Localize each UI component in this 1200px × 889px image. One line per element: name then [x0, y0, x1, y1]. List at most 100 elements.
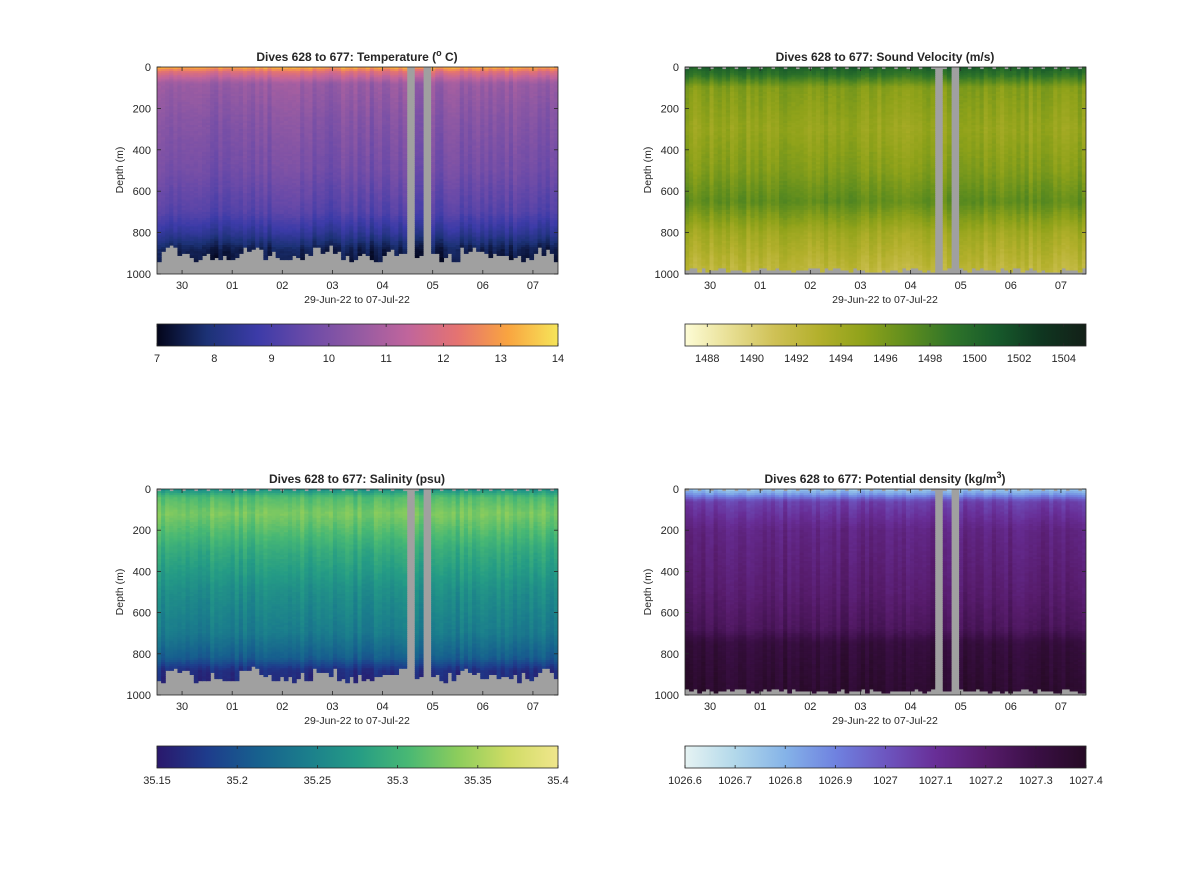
heatmap-cell [214, 139, 219, 143]
heatmap-cell [353, 170, 359, 174]
heatmap-cell [296, 234, 301, 238]
heatmap-cell [193, 93, 199, 97]
heatmap-cell [304, 141, 309, 145]
heatmap-cell [189, 147, 195, 151]
heatmap-cell [279, 203, 285, 207]
heatmap-cell [202, 75, 207, 78]
heatmap-cell [320, 182, 326, 186]
heatmap-cell [353, 79, 359, 83]
heatmap-cell [308, 238, 314, 242]
heatmap-cell [279, 151, 285, 155]
heatmap-cell [234, 124, 240, 128]
heatmap-cell [157, 110, 162, 114]
heatmap-cell [337, 240, 342, 244]
heatmap-cell [161, 245, 166, 248]
heatmap-cell [341, 197, 346, 201]
heatmap-cell [259, 220, 264, 223]
heatmap-cell [165, 77, 170, 81]
heatmap-cell [259, 224, 264, 227]
heatmap-cell [357, 118, 363, 122]
heatmap-cell [238, 73, 244, 76]
heatmap-cell [341, 166, 346, 170]
heatmap-cell [316, 218, 322, 221]
heatmap-cell [185, 93, 191, 97]
heatmap-cell [271, 133, 277, 136]
heatmap-cell [345, 116, 350, 120]
heatmap-cell [300, 73, 305, 76]
heatmap-cell [247, 164, 252, 167]
heatmap-cell [230, 133, 236, 136]
heatmap-cell [189, 145, 195, 149]
heatmap-cell [324, 176, 330, 180]
heatmap-cell [304, 172, 309, 176]
heatmap-cell [275, 104, 281, 107]
heatmap-cell [349, 180, 355, 184]
heatmap-cell [185, 234, 191, 238]
heatmap-cell [181, 83, 187, 87]
heatmap-cell [181, 203, 187, 207]
heatmap-cell [328, 193, 334, 196]
heatmap-cell [222, 209, 228, 213]
heatmap-cell [238, 145, 244, 149]
heatmap-cell [373, 108, 379, 112]
heatmap-cell [267, 147, 273, 151]
heatmap-cell [377, 71, 383, 74]
heatmap-cell [185, 71, 191, 74]
heatmap-cell [185, 127, 191, 130]
heatmap-cell [259, 211, 264, 215]
heatmap-cell [255, 81, 260, 85]
heatmap-cell [222, 120, 228, 124]
heatmap-cell [242, 232, 248, 236]
heatmap-cell [332, 162, 338, 165]
heatmap-cell [259, 222, 264, 225]
heatmap-cell [193, 172, 199, 176]
heatmap-cell [255, 151, 260, 155]
heatmap-cell [349, 230, 355, 234]
heatmap-cell [189, 209, 195, 213]
heatmap-cell [283, 201, 289, 205]
heatmap-cell [377, 104, 383, 107]
heatmap-cell [345, 120, 350, 124]
heatmap-cell [296, 145, 301, 149]
heatmap-cell [300, 199, 305, 203]
heatmap-cell [206, 108, 211, 112]
heatmap-cell [283, 158, 289, 161]
heatmap-cell [279, 108, 285, 112]
heatmap-cell [242, 184, 248, 188]
heatmap-cell [177, 104, 183, 107]
heatmap-cell [210, 247, 215, 250]
heatmap-cell [251, 158, 256, 161]
heatmap-cell [300, 170, 305, 174]
heatmap-cell [161, 211, 166, 215]
heatmap-cell [218, 151, 224, 155]
heatmap-cell [197, 106, 203, 109]
heatmap-cell [161, 116, 166, 120]
heatmap-cell [197, 238, 203, 242]
heatmap-cell [316, 135, 322, 138]
heatmap-cell [218, 224, 224, 227]
heatmap-cell [189, 253, 195, 256]
heatmap-cell [251, 127, 256, 130]
heatmap-cell [242, 114, 248, 118]
heatmap-cell [279, 131, 285, 134]
heatmap-cell [332, 170, 338, 174]
heatmap-cell [283, 129, 289, 132]
heatmap-cell [300, 145, 305, 149]
heatmap-cell [369, 220, 375, 223]
heatmap-cell [206, 71, 211, 74]
heatmap-cell [308, 158, 314, 161]
heatmap-cell [161, 79, 166, 83]
heatmap-cell [210, 238, 215, 242]
heatmap-cell [157, 209, 162, 213]
heatmap-cell [345, 85, 350, 89]
heatmap-cell [308, 137, 314, 141]
heatmap-cell [283, 153, 289, 157]
heatmap-cell [361, 232, 367, 236]
heatmap-cell [365, 228, 371, 232]
heatmap-cell [242, 164, 248, 167]
heatmap-cell [357, 218, 363, 221]
heatmap-cell [230, 187, 236, 190]
heatmap-cell [300, 143, 305, 147]
heatmap-cell [328, 112, 334, 116]
heatmap-cell [185, 112, 191, 116]
